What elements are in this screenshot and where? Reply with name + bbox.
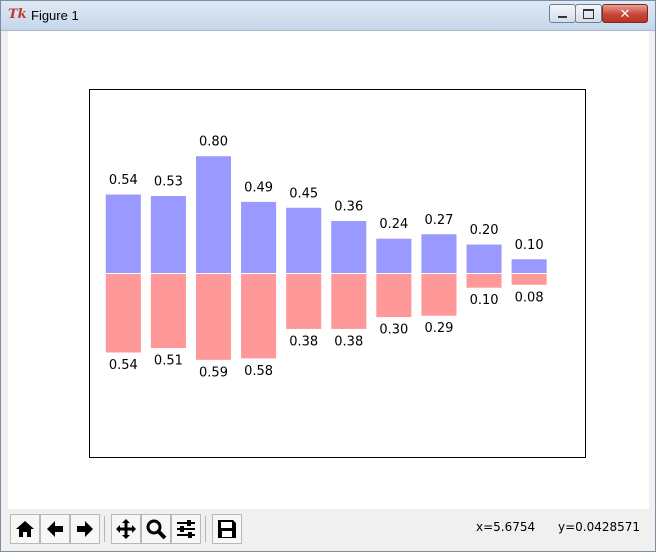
bar-value-label: 0.49 (244, 180, 273, 195)
subplots-icon (177, 520, 195, 538)
negative-bar (330, 273, 368, 330)
bar-value-label: 0.38 (334, 334, 363, 349)
positive-bar (330, 220, 368, 274)
positive-bar (149, 194, 187, 274)
minimize-button[interactable] (549, 4, 576, 23)
negative-bar (104, 273, 142, 354)
bar-chart: 0.54 0.53 0.80 0.49 0.45 0.36 0.24 0.27 0.20 0.10… (89, 89, 586, 458)
title-bar[interactable]: Tk Figure 1 ✕ (1, 1, 655, 31)
bar-value-label: 0.51 (154, 354, 183, 369)
negative-bar (194, 273, 233, 361)
bar-value-label: 0.27 (424, 213, 453, 228)
close-button[interactable]: ✕ (602, 4, 648, 23)
save-button[interactable] (212, 514, 242, 544)
negative-bar (285, 273, 323, 330)
maximize-button[interactable] (575, 4, 602, 23)
negative-bar (510, 273, 548, 286)
negative-bar (149, 273, 187, 350)
positive-bar (465, 243, 503, 274)
figure-canvas[interactable]: 0.54 0.53 0.80 0.49 0.45 0.36 0.24 0.27 0.20 0.10… (8, 31, 649, 509)
bar-value-label: 0.53 (154, 174, 183, 189)
bar-value-label: 0.54 (109, 358, 138, 373)
positive-bar (420, 233, 458, 274)
bars-group (104, 155, 548, 361)
toolbar-separator (104, 516, 105, 542)
pan-icon (116, 519, 136, 539)
pan-button[interactable] (111, 514, 141, 544)
bar-value-label: 0.59 (199, 365, 228, 380)
bar-value-label: 0.36 (334, 200, 363, 215)
navigation-toolbar: x=5.6754 y=0.0428571 (1, 510, 655, 551)
forward-icon (77, 521, 93, 537)
bar-value-label: 0.80 (199, 135, 228, 150)
bar-value-label: 0.38 (289, 334, 318, 349)
bar-value-label: 0.30 (379, 323, 408, 338)
negative-bar (420, 273, 458, 317)
home-button[interactable] (10, 514, 40, 544)
cursor-y-readout: y=0.0428571 (558, 520, 641, 534)
bar-value-label: 0.24 (379, 217, 408, 232)
cursor-x-readout: x=5.6754 (476, 520, 536, 534)
zoom-icon (146, 519, 167, 540)
bar-value-label: 0.08 (515, 290, 544, 305)
save-icon (218, 520, 236, 538)
zoom-button[interactable] (141, 514, 171, 544)
subplots-button[interactable] (171, 514, 201, 544)
negative-bar (240, 273, 278, 360)
positive-bar (240, 200, 278, 274)
back-icon (47, 521, 63, 537)
bar-value-label: 0.29 (424, 321, 453, 336)
tk-app-icon: Tk (8, 7, 27, 22)
positive-bar (104, 193, 142, 274)
bar-value-label: 0.10 (470, 293, 499, 308)
bar-value-label: 0.54 (109, 173, 138, 188)
forward-button[interactable] (70, 514, 100, 544)
toolbar-separator (205, 516, 206, 542)
window-title: Figure 1 (31, 8, 79, 23)
positive-bar (194, 155, 233, 274)
bar-value-label: 0.45 (289, 186, 318, 201)
maximize-icon (583, 8, 594, 19)
minimize-icon (558, 15, 567, 18)
close-icon: ✕ (619, 6, 631, 21)
bar-value-label: 0.58 (244, 364, 273, 379)
home-icon (16, 521, 34, 537)
positive-bar (510, 258, 548, 274)
negative-bar (465, 273, 503, 289)
positive-bar (375, 237, 413, 274)
bar-labels-group: 0.54 0.53 0.80 0.49 0.45 0.36 0.24 0.27 0.20 0.10… (109, 135, 544, 381)
bar-value-label: 0.20 (470, 223, 499, 238)
back-button[interactable] (40, 514, 70, 544)
positive-bar (285, 206, 323, 274)
negative-bar (375, 273, 413, 319)
bar-value-label: 0.10 (515, 238, 544, 253)
